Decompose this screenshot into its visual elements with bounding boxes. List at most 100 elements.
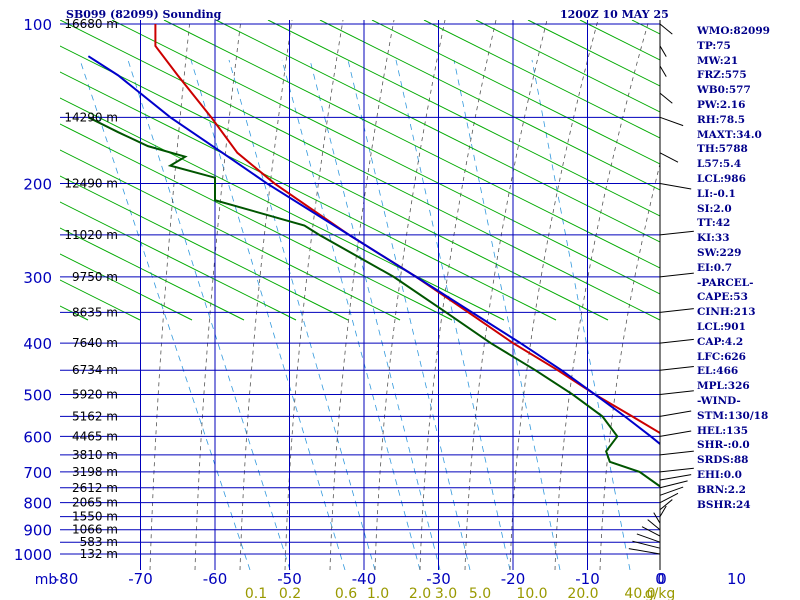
mixing-ratio-line: [190, 59, 346, 570]
mixing-ratio-label: 3.0: [435, 586, 457, 600]
index-entry: BSHR:24: [697, 498, 751, 511]
pressure-tick-label: 200: [23, 176, 52, 194]
height-label: 583 m: [80, 535, 118, 549]
dry-adiabat-line: [423, 20, 660, 139]
dry-adiabat-line: [527, 20, 660, 87]
index-entry: LFC:626: [697, 350, 746, 363]
wind-barb: [659, 467, 694, 473]
mixing-ratio-line: [79, 59, 251, 570]
dry-adiabat-line: [60, 149, 401, 321]
index-entry: PW:2.16: [697, 98, 746, 111]
wind-barb: [647, 519, 661, 531]
index-entry: SHR-:0.0: [697, 439, 750, 452]
temperature-tick-label: 10: [727, 570, 746, 588]
pressure-tick-label: 100: [23, 16, 52, 34]
pressure-tick-label: 600: [23, 428, 52, 446]
index-entry: BRN:2.2: [697, 483, 746, 496]
wind-barb: [659, 474, 692, 481]
dry-adiabat-line: [319, 20, 660, 191]
wind-barb: [659, 366, 694, 371]
temperature-tick-label: -80: [54, 570, 79, 588]
wind-barb: [659, 116, 684, 127]
wind-barb: [659, 450, 694, 456]
wind-barb: [636, 533, 661, 543]
wind-barb: [659, 183, 692, 190]
pressure-tick-label: 800: [23, 495, 52, 513]
wind-barb: [659, 499, 673, 511]
wind-barb: [659, 272, 694, 278]
wind-barb: [659, 480, 688, 489]
height-label: 12490 m: [64, 177, 118, 191]
index-entry: HEL:135: [697, 424, 749, 437]
temperature-tick-label: -30: [426, 570, 451, 588]
dewpoint-line: [87, 116, 660, 488]
index-entry: -PARCEL-: [697, 276, 754, 289]
wind-barb: [659, 308, 694, 313]
mixing-ratio-line: [347, 59, 471, 570]
sounding-time: 1200Z 10 MAY 25: [560, 8, 669, 21]
height-label: 2065 m: [72, 496, 118, 510]
height-label: 16680 m: [64, 17, 118, 31]
temperature-tick-label: -20: [501, 570, 526, 588]
mixing-ratio-line: [453, 59, 561, 570]
index-entry: EI:0.7: [697, 261, 733, 274]
parcel-line: [87, 55, 660, 446]
pressure-tick-label: 1000: [14, 546, 52, 564]
mixing-ratio-label: g/kg: [645, 586, 676, 600]
dry-adiabat-line: [60, 253, 193, 321]
dry-adiabat-line: [371, 20, 660, 165]
wind-barb: [641, 526, 661, 537]
wind-barbs: [628, 20, 694, 570]
mixing-ratio-label: 0.1: [245, 586, 267, 600]
dry-adiabat-line: [60, 123, 453, 321]
index-entry: SI:2.0: [697, 202, 732, 215]
mixing-ratio-label: 1.0: [367, 586, 389, 600]
mixing-ratio-label: 0.6: [335, 586, 357, 600]
height-label: 11020 m: [64, 228, 118, 242]
dry-adiabat-line: [60, 201, 297, 321]
index-entry: SRDS:88: [697, 454, 749, 467]
temperature-tick-label: -40: [352, 570, 377, 588]
temperature-tick-label: -50: [277, 570, 302, 588]
wind-barb: [659, 390, 694, 395]
wind-barb: [659, 410, 692, 417]
dry-adiabat-line: [163, 20, 660, 269]
pressure-tick-label: 900: [23, 522, 52, 540]
temperature-tick-label: 0: [657, 570, 667, 588]
mixing-ratio-lines: [79, 59, 631, 570]
index-entry: MPL:326: [697, 380, 750, 393]
index-entry: -WIND-: [697, 394, 741, 407]
wind-barb: [659, 65, 667, 77]
dry-adiabat-line: [111, 20, 660, 295]
sounding-title: SB099 (82099) Sounding: [66, 8, 222, 21]
wind-barb: [659, 45, 667, 57]
dry-adiabat-line: [60, 279, 141, 321]
index-entry: EL:466: [697, 365, 739, 378]
height-label: 6734 m: [72, 363, 118, 377]
height-label: 3810 m: [72, 448, 118, 462]
temperature-tick-label: -60: [203, 570, 228, 588]
wind-barb: [659, 23, 673, 35]
wind-barb: [653, 512, 661, 524]
dry-adiabat-line: [60, 71, 557, 321]
index-entry: STM:130/18: [697, 409, 769, 422]
index-entry: MW:21: [697, 54, 739, 67]
index-panel: WMO:82099 TP:75 MW:21 FRZ:575 WB0:577 PW:2.16…: [697, 24, 800, 512]
wind-barb: [659, 92, 673, 104]
pressure-tick-label: 300: [23, 269, 52, 287]
index-entry: RH:78.5: [697, 113, 746, 126]
dry-adiabat-line: [215, 20, 660, 243]
index-entry: SW:229: [697, 246, 742, 259]
height-label: 5920 m: [72, 387, 118, 401]
height-label: 132 m: [80, 547, 118, 561]
height-label: 3198 m: [72, 465, 118, 479]
height-label: 9750 m: [72, 270, 118, 284]
wind-barb: [659, 152, 679, 163]
wind-barb: [659, 338, 694, 344]
index-entry: WB0:577: [697, 84, 751, 97]
height-label: 7640 m: [72, 336, 118, 350]
mixing-ratio-label: 40.0: [624, 586, 655, 600]
mixing-ratio-label: 10.0: [516, 586, 547, 600]
